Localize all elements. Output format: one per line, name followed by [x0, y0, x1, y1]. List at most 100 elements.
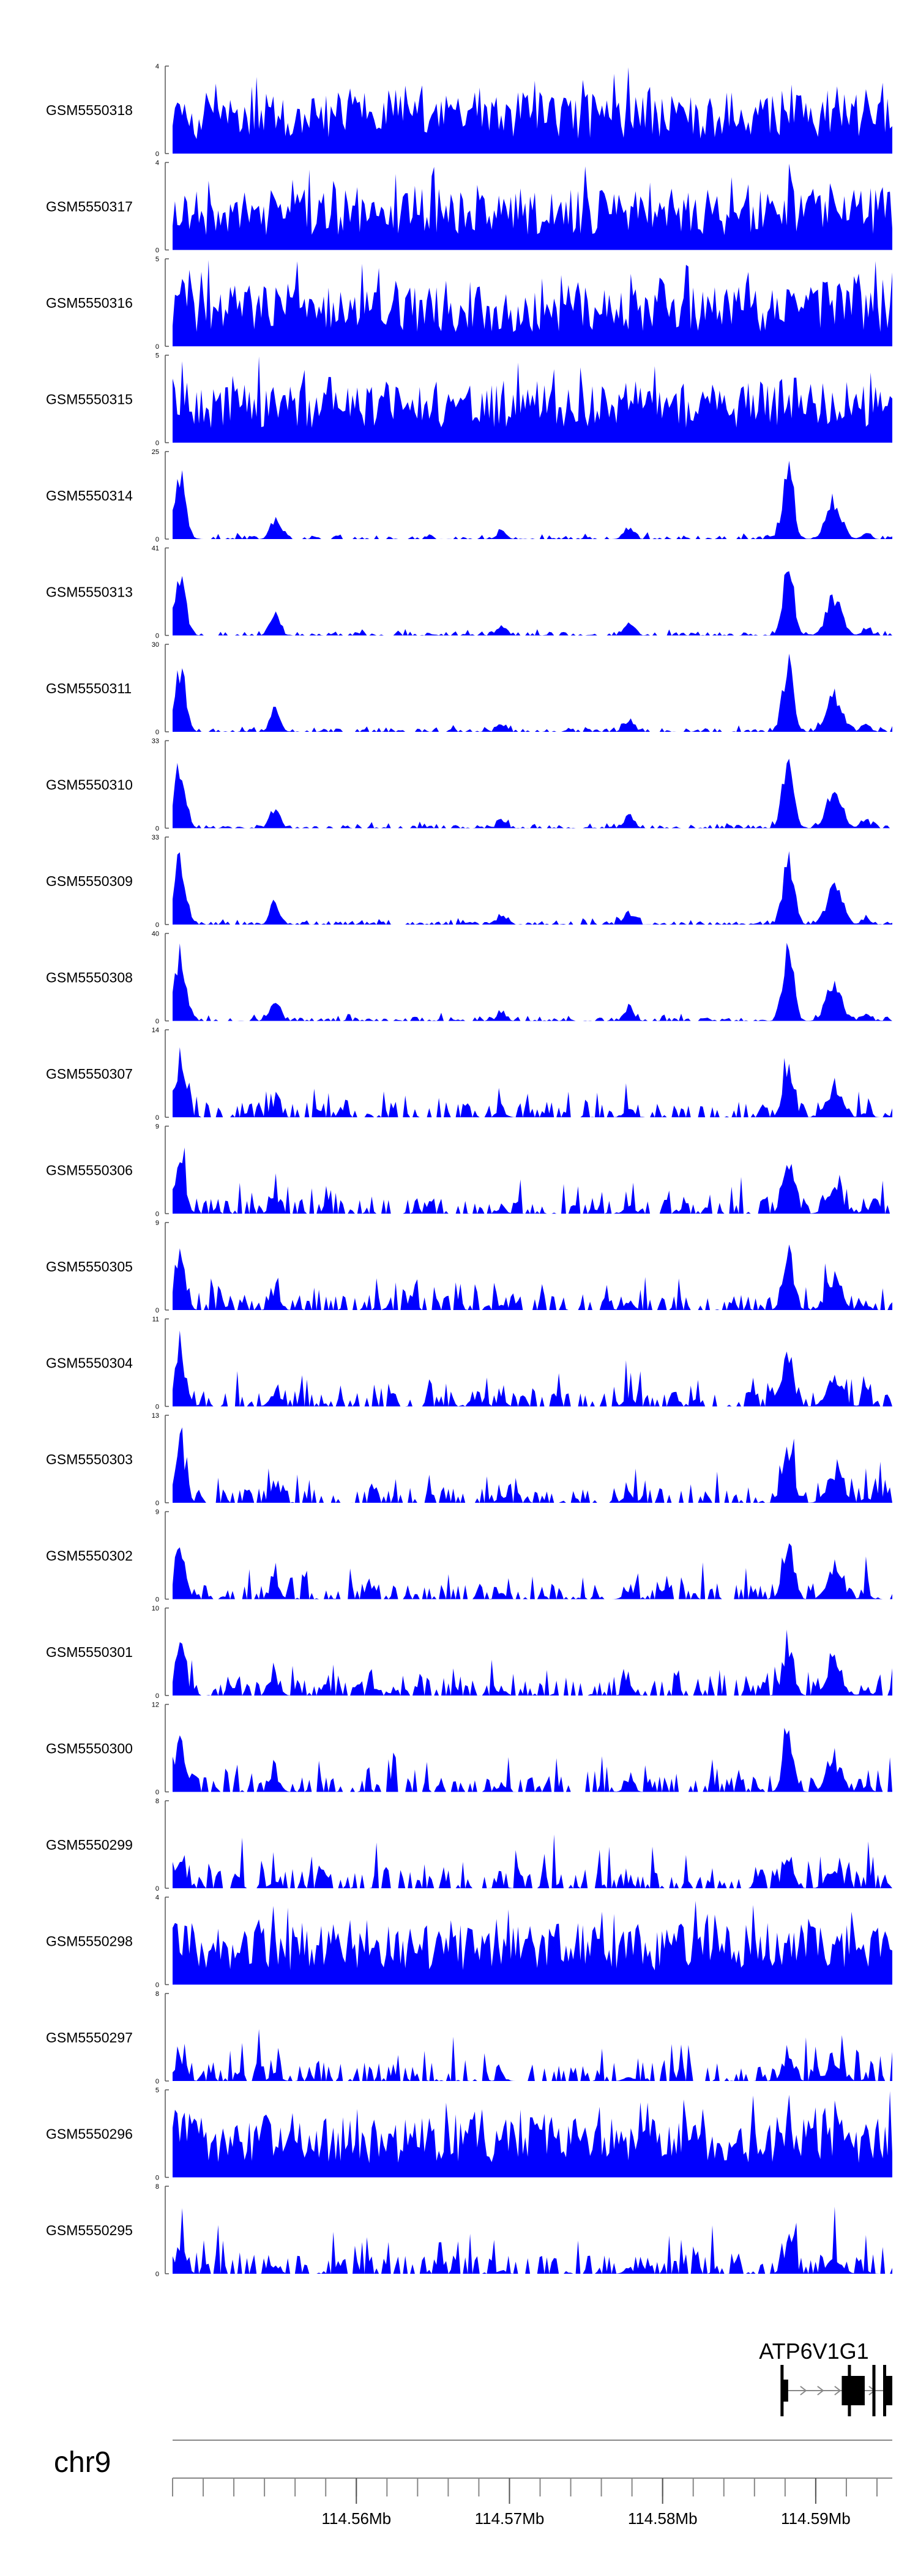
y-min-label: 0 — [155, 2271, 159, 2278]
coverage-area — [173, 1047, 892, 1117]
coverage-area — [173, 356, 892, 443]
y-max-label: 8 — [155, 1990, 159, 1998]
y-min-label: 0 — [155, 1885, 159, 1893]
track-label: GSM5550318 — [46, 102, 133, 118]
track-label: GSM5550313 — [46, 584, 133, 600]
track-GSM5550299: GSM5550299 8 0 — [46, 1798, 892, 1893]
coverage-tracks: GSM555031840GSM555031740GSM555031650GSM5… — [46, 63, 892, 2278]
y-max-label: 30 — [152, 641, 159, 649]
y-max-label: 5 — [155, 256, 159, 263]
y-min-label: 0 — [155, 729, 159, 736]
exon — [782, 2380, 788, 2402]
track-GSM5550314: GSM5550314 25 0 — [46, 449, 892, 543]
y-max-label: 33 — [152, 738, 159, 745]
coverage-area — [173, 2206, 892, 2274]
y-min-label: 0 — [155, 1982, 159, 1989]
axis-tick-label: 114.59Mb — [781, 2509, 851, 2528]
axis-tick-label: 114.56Mb — [321, 2509, 391, 2528]
track-GSM5550302: GSM5550302 9 0 — [46, 1509, 892, 1604]
strand-arrow — [800, 2386, 807, 2395]
track-GSM5550310: GSM5550310 33 0 — [46, 738, 892, 833]
track-label: GSM5550306 — [46, 1163, 133, 1178]
track-label: GSM5550303 — [46, 1451, 133, 1467]
y-min-label: 0 — [155, 2175, 159, 2182]
coverage-area — [173, 2029, 892, 2081]
y-max-label: 41 — [152, 545, 159, 553]
coverage-area — [173, 851, 892, 925]
track-GSM5550311: GSM5550311 30 0 — [46, 641, 892, 736]
track-GSM5550313: GSM5550313 41 0 — [46, 545, 892, 640]
track-GSM5550309: GSM5550309 33 0 — [46, 834, 892, 929]
track-label: GSM5550300 — [46, 1741, 133, 1757]
track-GSM5550300: GSM5550300 12 0 — [46, 1702, 892, 1796]
y-min-label: 0 — [155, 247, 159, 255]
y-min-label: 0 — [155, 1500, 159, 1507]
coverage-area — [173, 1147, 892, 1214]
track-GSM5550297: GSM5550297 8 0 — [46, 1990, 892, 2085]
y-max-label: 9 — [155, 1509, 159, 1516]
track-GSM5550305: GSM5550305 9 0 — [46, 1219, 892, 1314]
y-min-label: 0 — [155, 1596, 159, 1604]
track-label: GSM5550308 — [46, 970, 133, 986]
y-max-label: 33 — [152, 834, 159, 841]
y-min-label: 0 — [155, 921, 159, 929]
y-max-label: 4 — [155, 160, 159, 167]
y-min-label: 0 — [155, 151, 159, 158]
track-GSM5550298: GSM5550298 4 0 — [46, 1894, 892, 1989]
y-max-label: 13 — [152, 1412, 159, 1420]
track-label: GSM5550295 — [46, 2222, 133, 2238]
track-GSM5550315: GSM5550315 5 0 — [46, 352, 892, 447]
coverage-area — [173, 1427, 892, 1503]
y-min-label: 0 — [155, 536, 159, 543]
y-min-label: 0 — [155, 825, 159, 833]
y-max-label: 40 — [152, 931, 159, 938]
track-label: GSM5550296 — [46, 2126, 133, 2142]
y-min-label: 0 — [155, 1307, 159, 1314]
coverage-area — [173, 571, 892, 636]
track-label: GSM5550316 — [46, 295, 133, 311]
y-max-label: 5 — [155, 352, 159, 360]
track-GSM5550316: GSM5550316 5 0 — [46, 256, 892, 351]
y-max-label: 4 — [155, 1894, 159, 1902]
coverage-area — [173, 1629, 892, 1696]
gene-track: ATP6V1G1 — [759, 2339, 892, 2416]
y-min-label: 0 — [155, 1404, 159, 1411]
y-max-label: 10 — [152, 1605, 159, 1612]
track-label: GSM5550311 — [46, 680, 132, 696]
coverage-area — [173, 461, 892, 539]
y-max-label: 12 — [152, 1702, 159, 1709]
track-label: GSM5550310 — [46, 777, 133, 793]
coverage-area — [173, 2091, 892, 2178]
coverage-area — [173, 163, 892, 250]
y-max-label: 9 — [155, 1219, 159, 1227]
coverage-area — [173, 67, 892, 154]
y-max-label: 25 — [152, 449, 159, 456]
track-label: GSM5550297 — [46, 2030, 133, 2046]
track-GSM5550317: GSM5550317 4 0 — [46, 160, 892, 255]
coverage-area — [173, 1330, 892, 1407]
coverage-area — [173, 653, 892, 732]
coverage-area — [173, 1834, 892, 1888]
y-min-label: 0 — [155, 1692, 159, 1700]
y-min-label: 0 — [155, 1211, 159, 1218]
exon — [842, 2376, 865, 2405]
track-GSM5550307: GSM5550307 14 0 — [46, 1027, 892, 1122]
y-min-label: 0 — [155, 1114, 159, 1122]
y-min-label: 0 — [155, 633, 159, 640]
track-GSM5550308: GSM5550308 40 0 — [46, 931, 892, 1026]
track-GSM5550295: GSM5550295 8 0 — [46, 2183, 892, 2278]
track-label: GSM5550302 — [46, 1548, 133, 1564]
track-label: GSM5550301 — [46, 1644, 133, 1660]
exon — [884, 2376, 892, 2405]
axis-tick-label: 114.58Mb — [628, 2509, 698, 2528]
axis-tick-label: 114.57Mb — [475, 2509, 545, 2528]
y-min-label: 0 — [155, 1018, 159, 1026]
coverage-area — [173, 1900, 892, 1985]
track-label: GSM5550299 — [46, 1837, 133, 1853]
track-label: GSM5550298 — [46, 1934, 133, 1949]
track-label: GSM5550307 — [46, 1066, 133, 1082]
y-max-label: 8 — [155, 1798, 159, 1805]
y-max-label: 5 — [155, 2087, 159, 2094]
strand-arrow — [817, 2386, 824, 2395]
